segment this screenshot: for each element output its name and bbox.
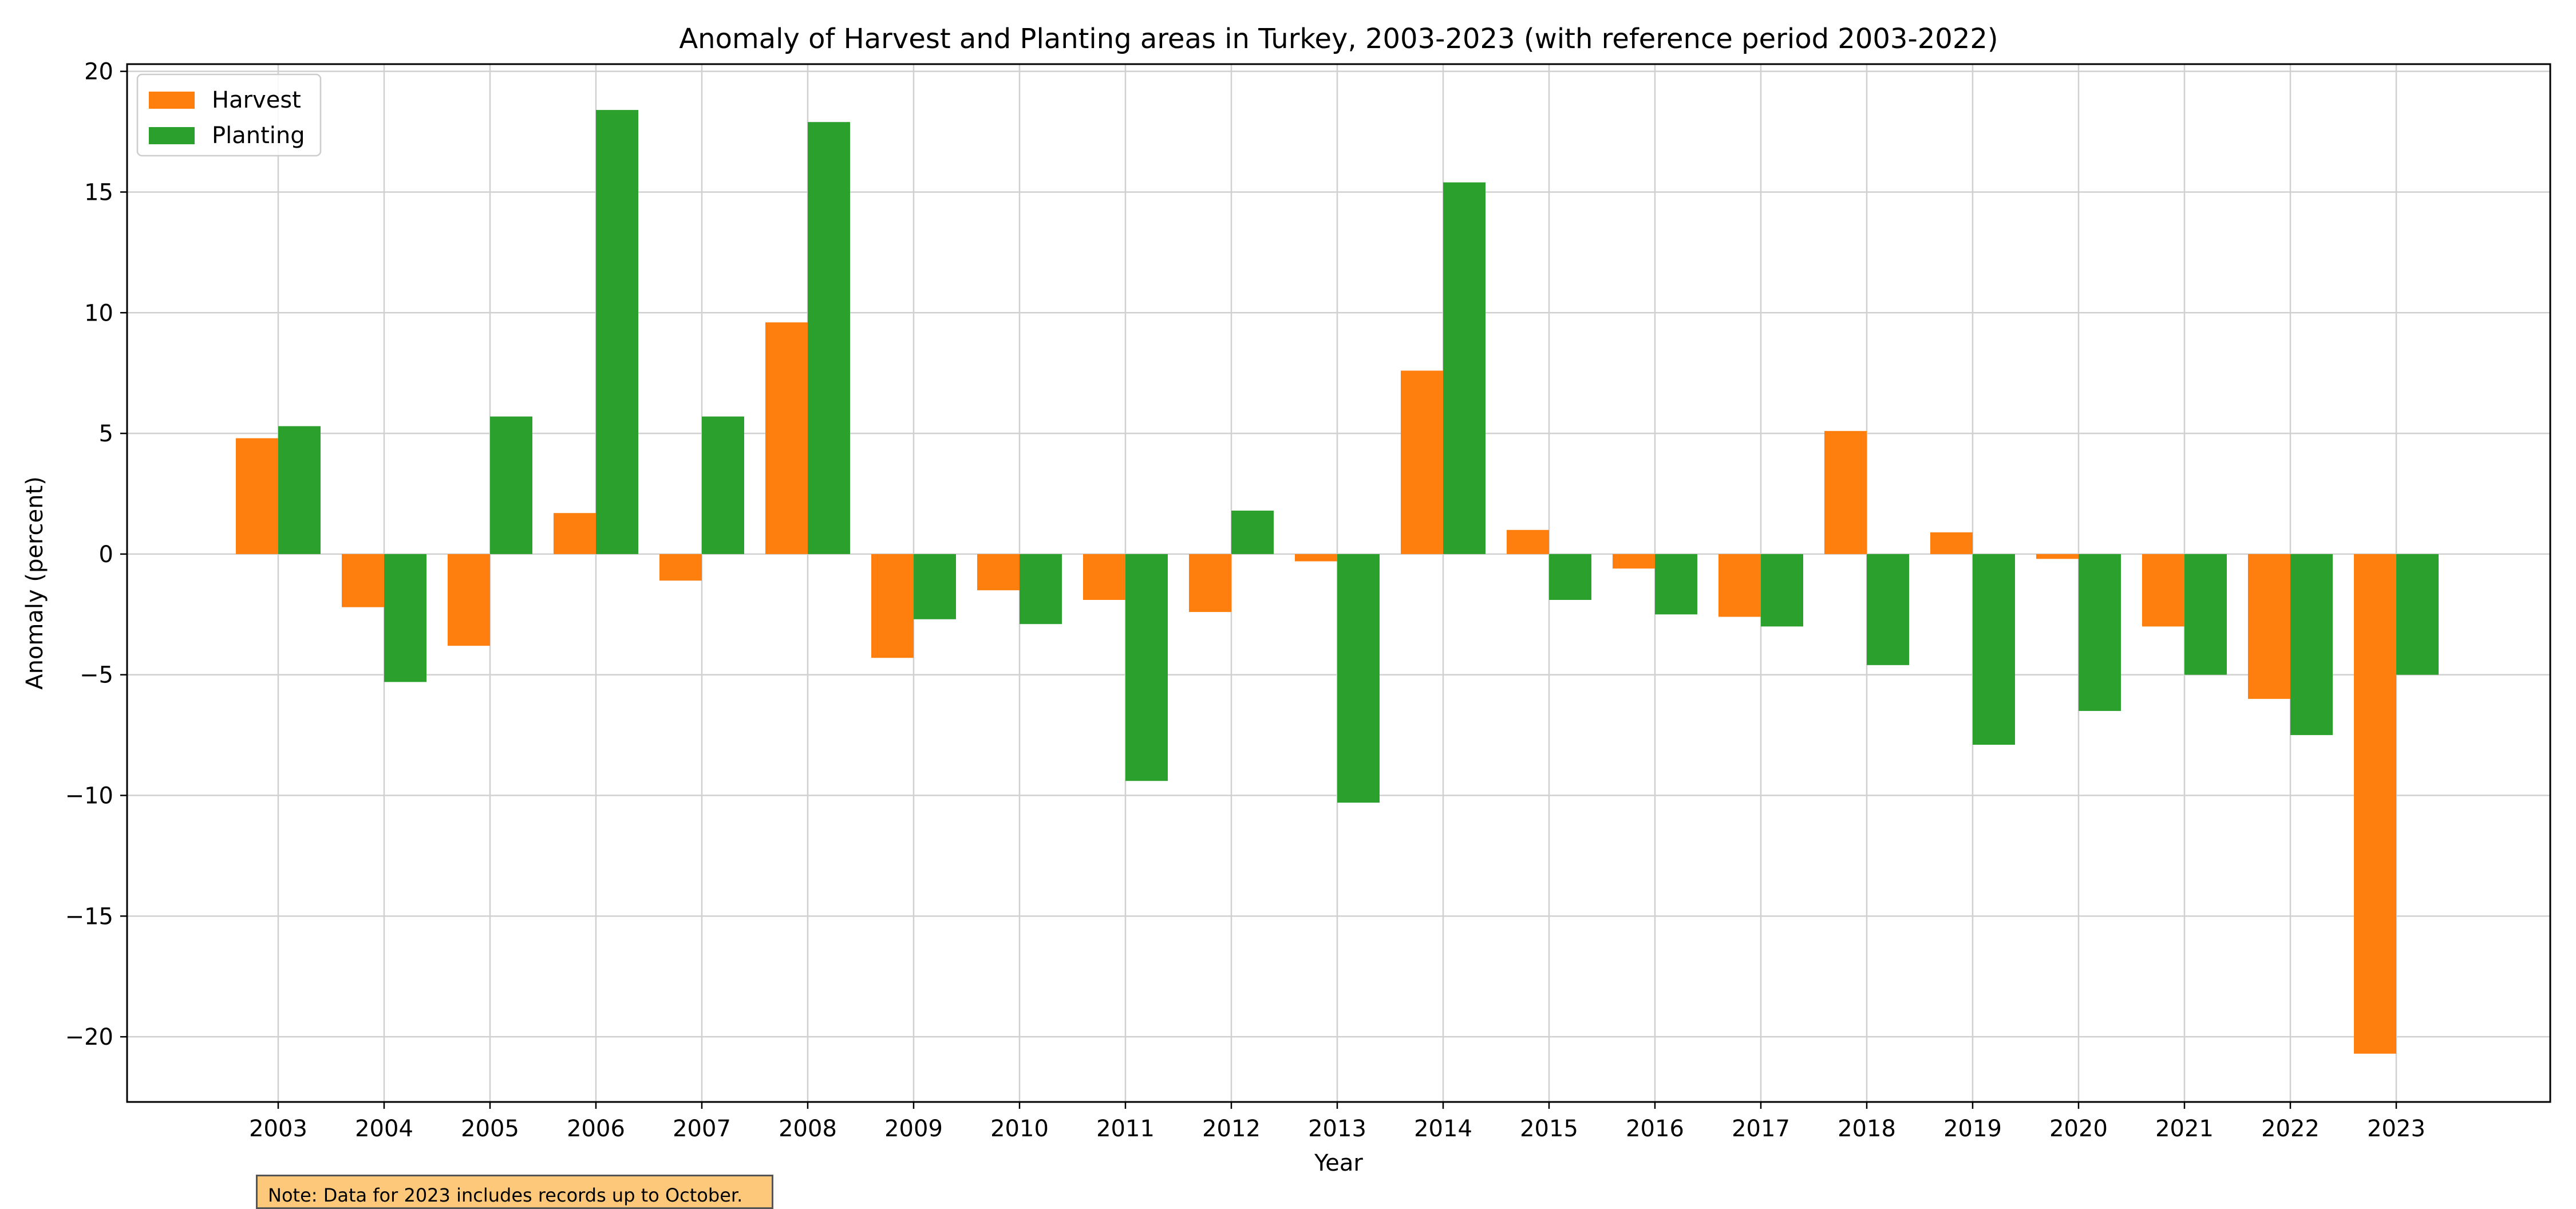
y-tick-label: −10: [65, 783, 113, 809]
bar-harvest-2007: [659, 554, 702, 581]
y-tick-label: −15: [65, 903, 113, 930]
x-tick-label: 2010: [990, 1116, 1049, 1142]
bar-planting-2003: [278, 426, 321, 554]
y-tick-label: 0: [99, 542, 113, 568]
x-tick-label: 2015: [1520, 1116, 1578, 1142]
bar-planting-2005: [490, 416, 532, 554]
x-tick-label: 2022: [2261, 1116, 2320, 1142]
bar-planting-2015: [1549, 554, 1591, 600]
x-tick-label: 2007: [673, 1116, 731, 1142]
x-tick-label: 2013: [1308, 1116, 1366, 1142]
bar-planting-2016: [1655, 554, 1697, 615]
y-tick-label: −20: [65, 1024, 113, 1050]
bar-planting-2010: [1020, 554, 1062, 625]
bar-planting-2013: [1337, 554, 1380, 803]
x-tick-label: 2009: [884, 1116, 943, 1142]
x-tick-label: 2023: [2367, 1116, 2425, 1142]
x-tick-label: 2014: [1414, 1116, 1472, 1142]
chart-title: Anomaly of Harvest and Planting areas in…: [679, 23, 1998, 55]
bars: [236, 110, 2439, 1054]
footnote: Note: Data for 2023 includes records up …: [256, 1175, 773, 1209]
bar-planting-2009: [914, 554, 956, 619]
bar-harvest-2012: [1189, 554, 1231, 613]
bar-harvest-2004: [342, 554, 384, 607]
y-tick-label: −5: [80, 662, 113, 689]
bar-harvest-2003: [236, 438, 278, 554]
bar-harvest-2018: [1824, 430, 1867, 554]
bar-planting-2019: [1973, 554, 2015, 745]
x-tick-label: 2019: [1943, 1116, 2002, 1142]
bar-harvest-2005: [448, 554, 490, 646]
bar-planting-2018: [1867, 554, 1909, 665]
x-tick-label: 2018: [1838, 1116, 1896, 1142]
bar-harvest-2011: [1083, 554, 1125, 600]
y-tick-label: 10: [84, 300, 113, 326]
x-tick-label: 2012: [1202, 1116, 1261, 1142]
bar-planting-2014: [1443, 182, 1485, 554]
y-tick-label: 5: [99, 421, 113, 447]
bar-planting-2012: [1231, 511, 1274, 554]
bar-harvest-2022: [2248, 554, 2290, 699]
bar-harvest-2014: [1401, 370, 1443, 554]
bar-planting-2008: [808, 122, 850, 554]
bar-planting-2006: [596, 110, 638, 554]
x-tick-label: 2006: [567, 1116, 625, 1142]
bar-harvest-2008: [765, 322, 808, 554]
x-tick-label: 2003: [249, 1116, 307, 1142]
legend-swatch-planting: [149, 127, 195, 144]
bar-harvest-2023: [2354, 554, 2396, 1054]
y-tick-label: 20: [84, 59, 113, 85]
bar-harvest-2010: [977, 554, 1020, 591]
x-tick-label: 2005: [461, 1116, 519, 1142]
plot-frame: [126, 63, 2551, 1103]
x-tick-label: 2004: [355, 1116, 413, 1142]
bar-planting-2011: [1125, 554, 1168, 781]
x-axis-label: Year: [1314, 1150, 1363, 1176]
legend-label-planting: Planting: [212, 123, 305, 149]
bar-planting-2004: [384, 554, 426, 682]
legend-swatch-harvest: [149, 92, 195, 109]
bar-harvest-2009: [871, 554, 914, 658]
bar-harvest-2006: [554, 513, 596, 554]
bar-harvest-2021: [2142, 554, 2184, 627]
bar-harvest-2016: [1613, 554, 1655, 569]
bar-planting-2021: [2184, 554, 2227, 675]
y-tick-label: 15: [84, 179, 113, 206]
bar-planting-2020: [2079, 554, 2121, 711]
x-tick-label: 2017: [1732, 1116, 1790, 1142]
bar-planting-2017: [1761, 554, 1803, 627]
x-tick-label: 2021: [2155, 1116, 2214, 1142]
bar-harvest-2019: [1930, 532, 1973, 554]
bar-planting-2007: [702, 416, 744, 554]
x-tick-label: 2011: [1096, 1116, 1155, 1142]
x-tick-label: 2008: [779, 1116, 837, 1142]
y-axis-label: Anomaly (percent): [22, 476, 48, 690]
x-tick-label: 2020: [2049, 1116, 2108, 1142]
bar-harvest-2013: [1295, 554, 1337, 562]
bar-harvest-2015: [1507, 530, 1549, 554]
bar-planting-2022: [2290, 554, 2333, 736]
bar-planting-2023: [2396, 554, 2439, 675]
x-tick-label: 2016: [1626, 1116, 1684, 1142]
legend-label-harvest: Harvest: [212, 87, 301, 113]
legend: Harvest Planting: [136, 73, 322, 157]
bar-harvest-2020: [2036, 554, 2079, 559]
bar-harvest-2017: [1718, 554, 1761, 617]
